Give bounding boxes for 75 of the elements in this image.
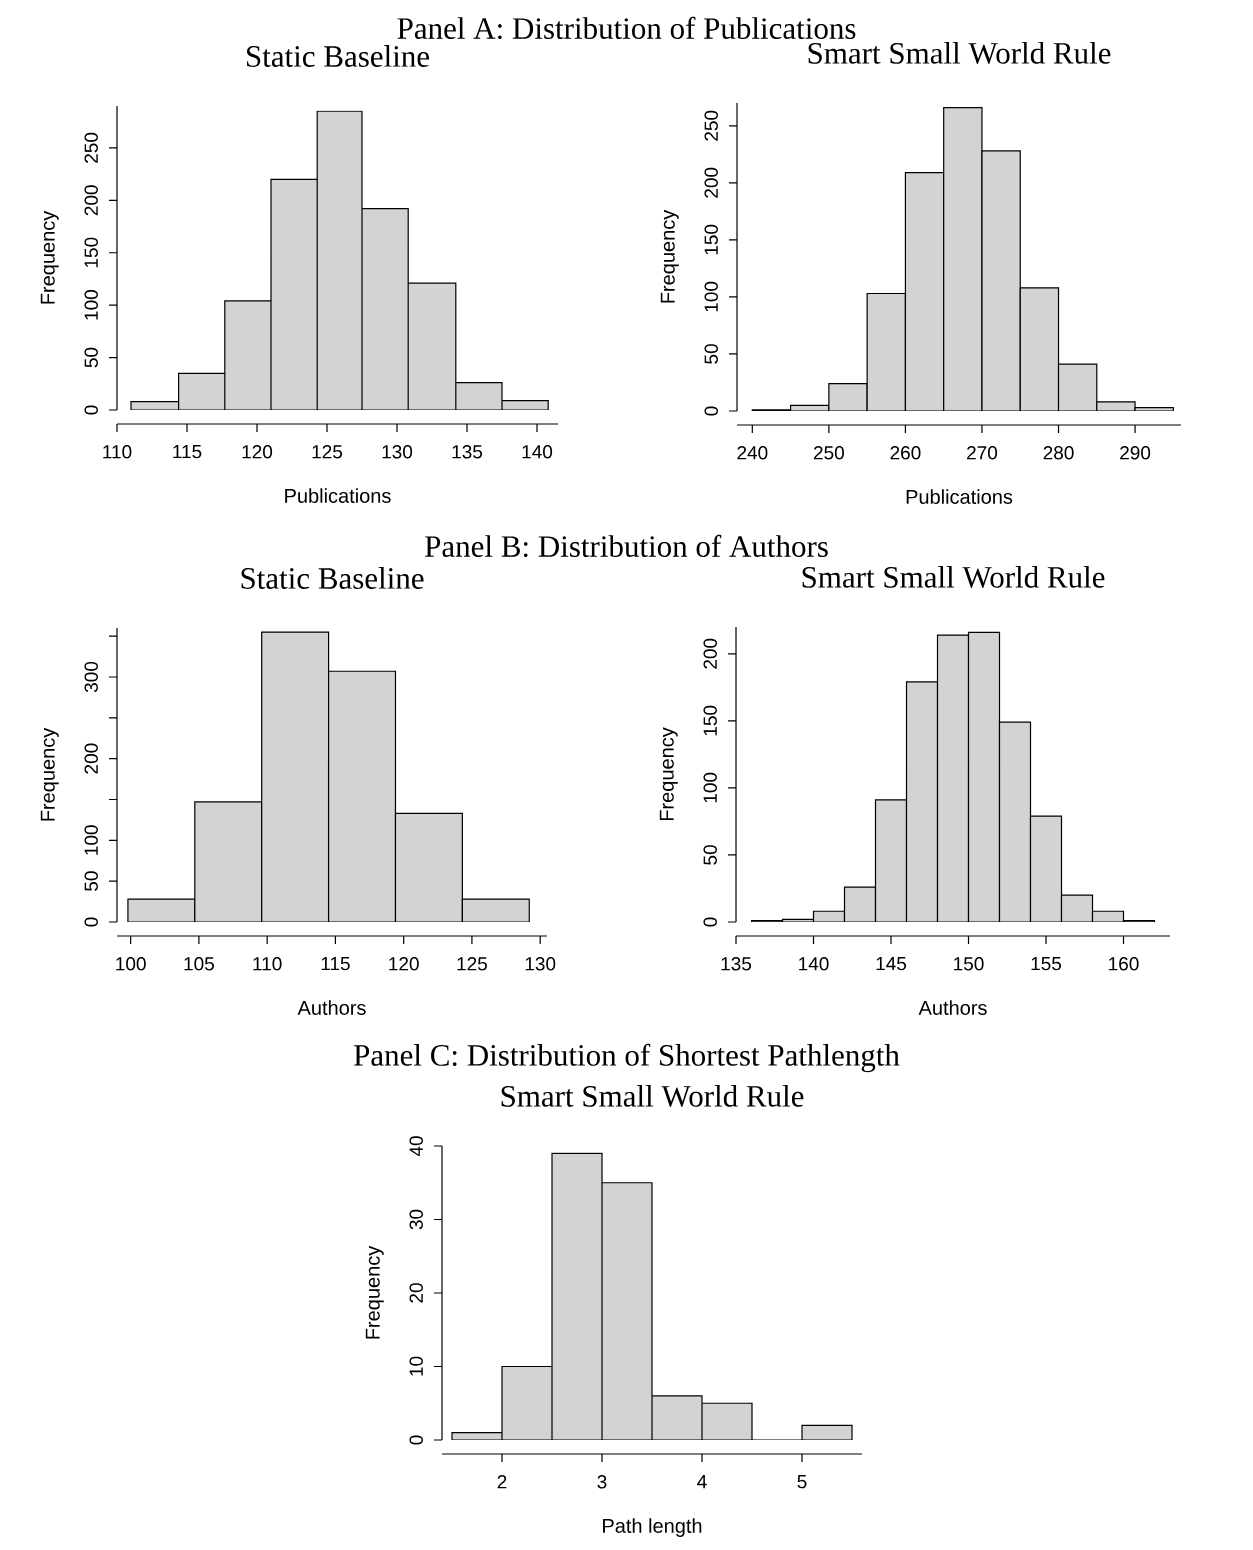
y-tick-label: 50: [84, 347, 98, 368]
x-tick-label: 5: [797, 1475, 807, 1489]
y-tick-label: 50: [703, 845, 717, 865]
y-tick-label: 200: [84, 185, 98, 216]
x-tick-label: 125: [312, 445, 343, 459]
x-tick-label: 115: [173, 445, 202, 459]
x-tick-label: 120: [389, 957, 419, 971]
x-tick-label: 110: [253, 957, 282, 971]
x-tick-label: 240: [737, 446, 768, 460]
y-tick-label: 200: [704, 167, 718, 198]
y-tick-label: 250: [84, 132, 98, 163]
x-tick-label: 260: [890, 446, 921, 460]
y-tick-label: 0: [84, 917, 98, 927]
x-tick-label: 145: [876, 957, 907, 971]
x-tick-label: 110: [103, 445, 132, 459]
y-tick-label: 0: [703, 917, 717, 927]
x-tick-label: 3: [597, 1475, 607, 1489]
y-axis-title: Frequency: [40, 210, 59, 304]
x-axis-title: Authors: [918, 1000, 987, 1015]
y-axis-title: Frequency: [659, 727, 678, 821]
x-tick-label: 120: [242, 445, 273, 459]
y-tick-label: 100: [703, 772, 717, 803]
chart-title: Smart Small World Rule: [808, 41, 1111, 64]
y-tick-label: 200: [703, 638, 717, 669]
y-tick-label: 40: [409, 1136, 423, 1157]
y-tick-label: 0: [704, 406, 718, 416]
y-tick-label: 150: [84, 237, 98, 268]
x-tick-label: 135: [721, 957, 752, 971]
text: Panel B: Distribution of Authors: [425, 534, 828, 558]
chart-title: Static Baseline: [247, 45, 429, 67]
x-tick-label: 4: [697, 1475, 707, 1489]
x-tick-label: 130: [525, 957, 556, 971]
chart-title: Smart Small World Rule: [501, 1084, 804, 1107]
y-tick-label: 200: [84, 743, 98, 774]
x-tick-label: 290: [1120, 446, 1151, 460]
chart-title: Static Baseline: [241, 567, 424, 589]
y-tick-label: 300: [84, 661, 98, 693]
y-axis-title: Frequency: [40, 727, 59, 821]
y-tick-label: 150: [703, 705, 717, 736]
y-tick-label: 20: [409, 1283, 423, 1303]
y-tick-label: 100: [84, 825, 98, 855]
x-tick-label: 100: [116, 957, 146, 971]
x-axis-title: Publications: [906, 489, 1013, 504]
x-tick-label: 105: [184, 957, 214, 971]
x-tick-label: 250: [813, 446, 844, 460]
y-tick-label: 100: [704, 281, 718, 312]
x-tick-label: 135: [452, 445, 483, 459]
y-tick-label: 50: [704, 344, 718, 364]
x-tick-label: 280: [1043, 446, 1074, 460]
y-tick-label: 250: [704, 110, 718, 141]
text: Panel C: Distribution of Shortest Pathlength: [353, 1043, 900, 1073]
x-tick-label: 140: [522, 445, 553, 459]
y-axis-title: Frequency: [660, 209, 679, 303]
y-tick-label: 30: [409, 1209, 423, 1230]
x-tick-label: 125: [457, 957, 487, 971]
x-tick-label: 130: [382, 445, 413, 459]
y-tick-label: 150: [704, 224, 718, 255]
x-tick-label: 140: [799, 957, 829, 971]
x-tick-label: 160: [1109, 957, 1139, 971]
x-tick-label: 2: [497, 1475, 507, 1489]
x-tick-label: 155: [1031, 957, 1062, 971]
y-tick-label: 100: [84, 290, 98, 320]
x-tick-label: 150: [954, 957, 984, 971]
x-axis-title: Publications: [285, 488, 391, 503]
y-tick-label: 10: [409, 1356, 423, 1376]
x-tick-label: 270: [967, 446, 998, 460]
y-tick-label: 0: [84, 405, 98, 415]
text: Panel A: Distribution of Publications: [397, 16, 856, 40]
x-axis-title: Authors: [297, 1000, 366, 1015]
x-axis-title: Path length: [603, 1518, 702, 1537]
y-axis-title: Frequency: [365, 1245, 384, 1339]
x-tick-label: 115: [321, 957, 350, 971]
y-tick-label: 50: [84, 871, 98, 891]
chart-title: Smart Small World Rule: [802, 565, 1105, 588]
y-tick-label: 0: [409, 1435, 423, 1445]
